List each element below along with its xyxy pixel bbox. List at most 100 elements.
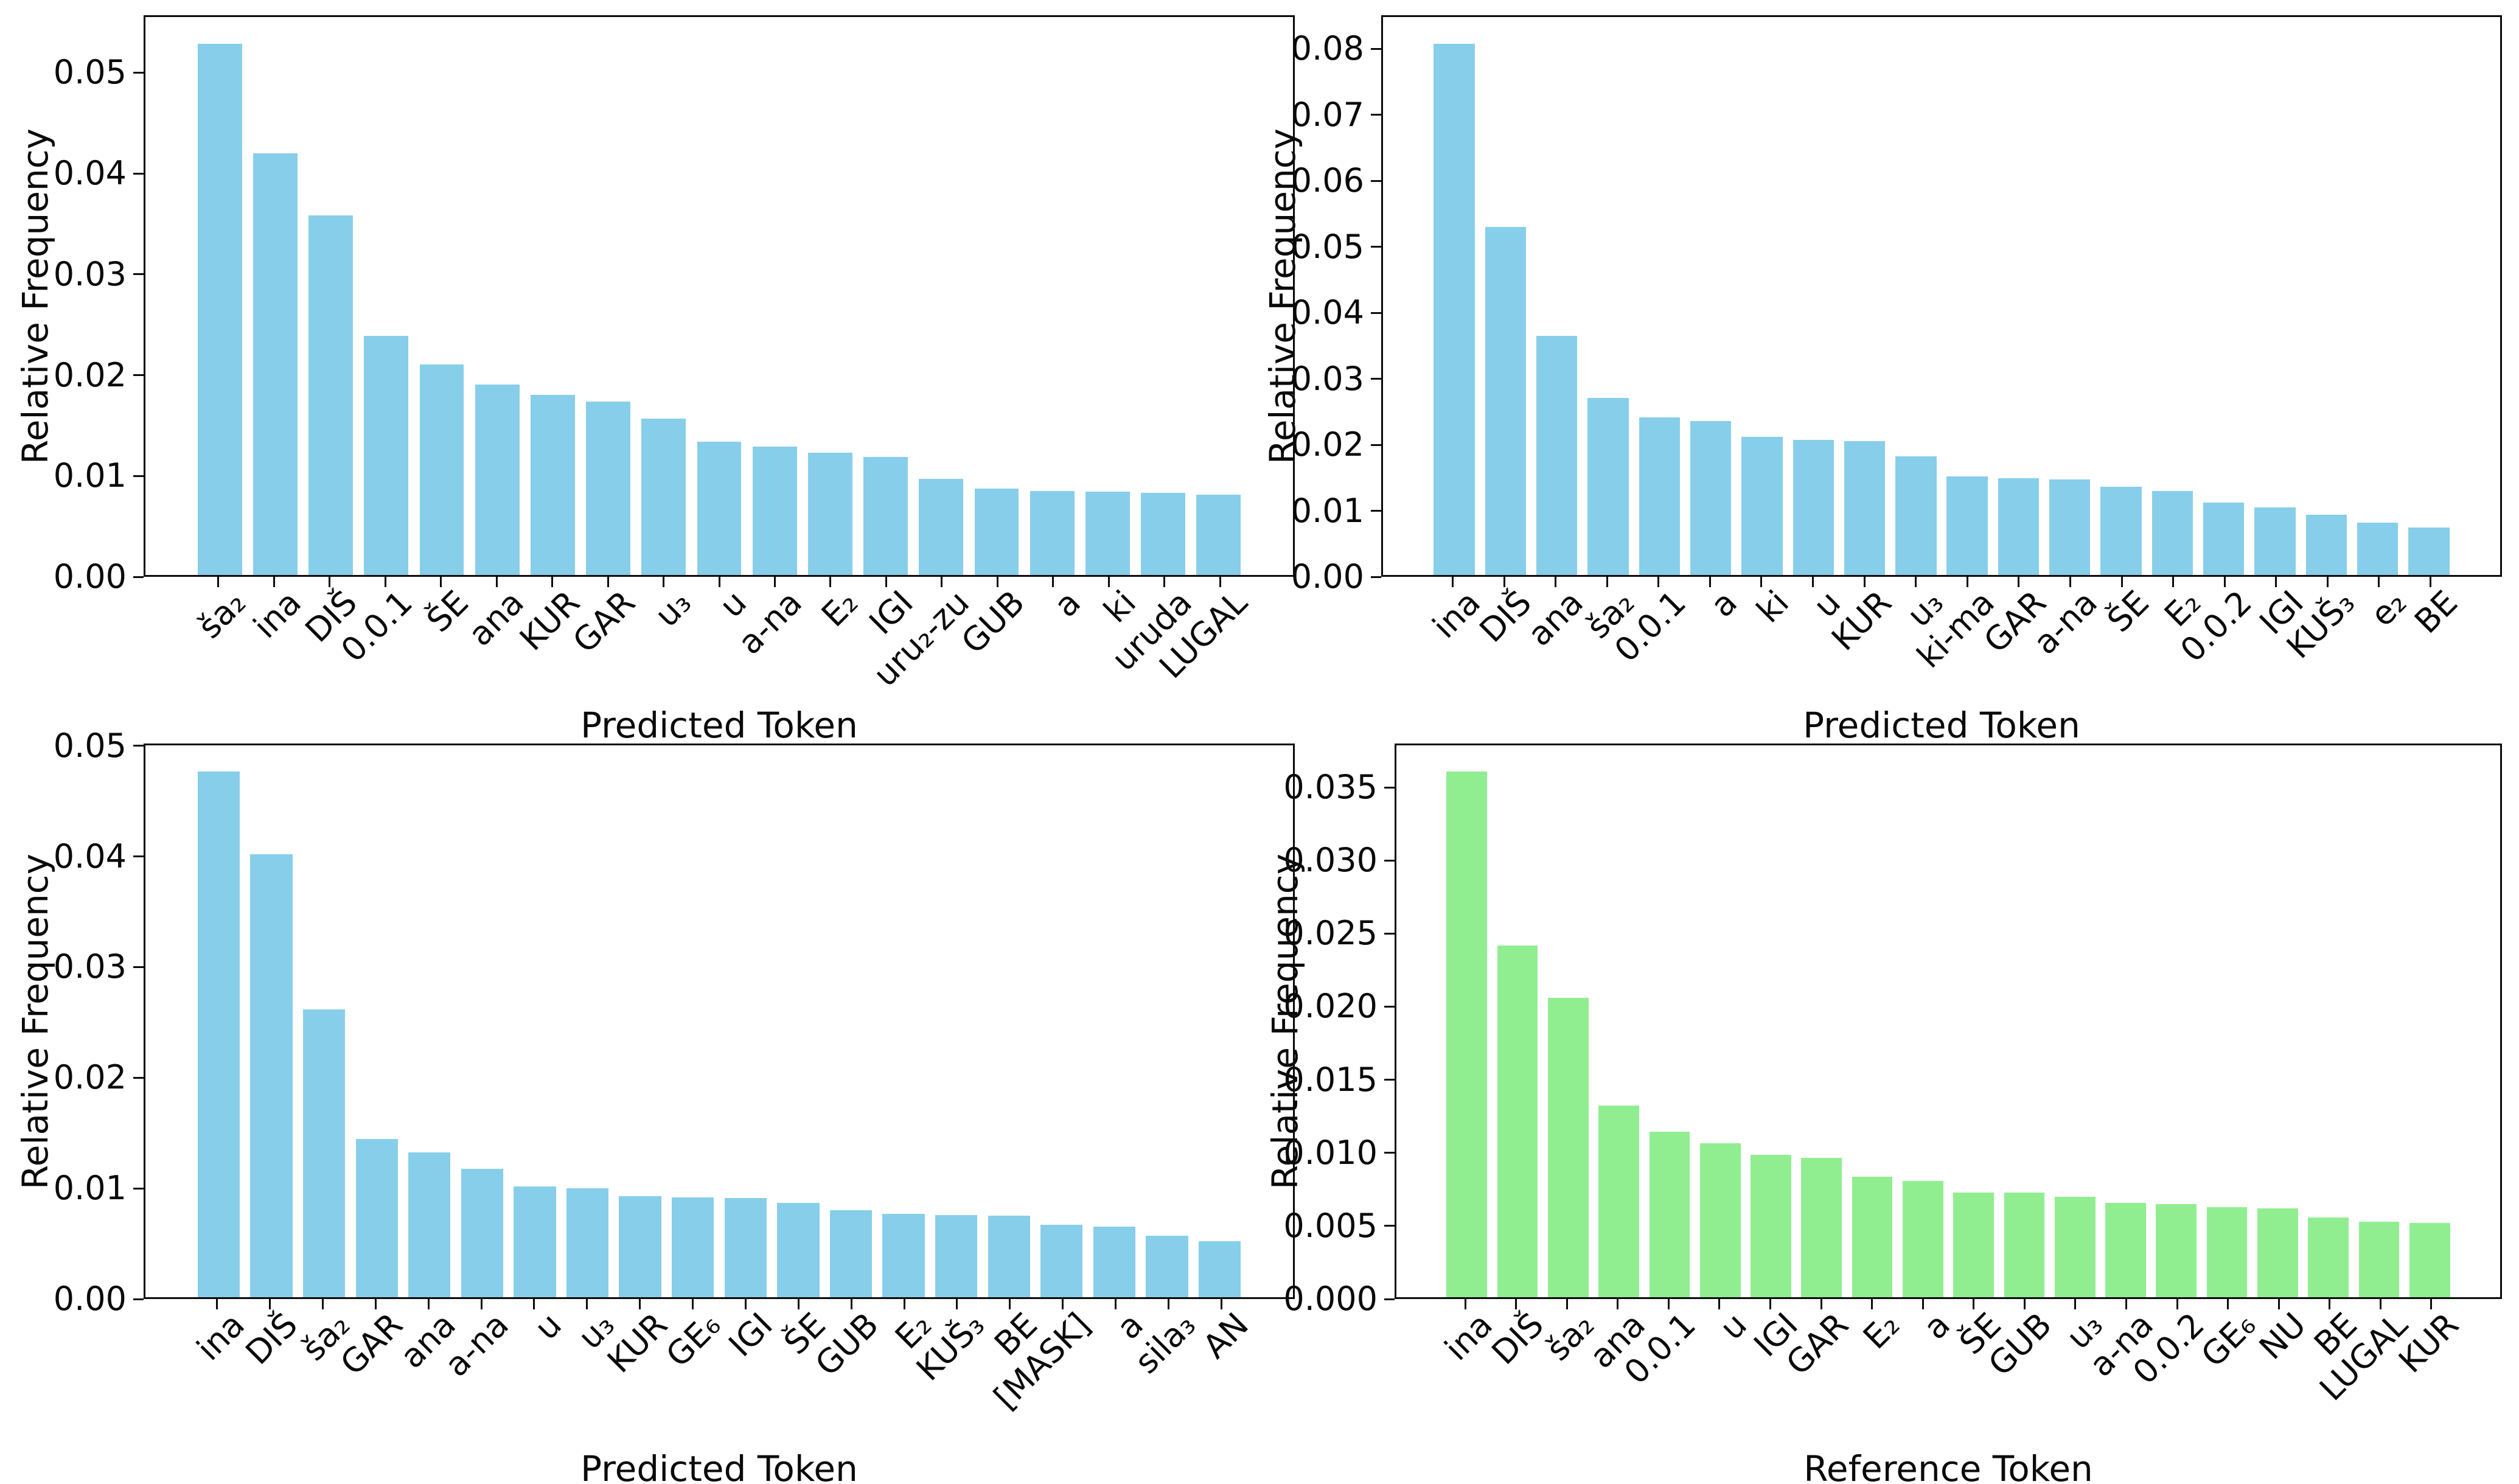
y-tick-label: 0.00: [53, 1280, 127, 1318]
bar-u: [1699, 1143, 1741, 1297]
x-tick-mark: [2227, 1299, 2229, 1309]
y-tick-mark: [1371, 576, 1381, 578]
bar-u₃: [641, 419, 686, 575]
x-tick-mark: [321, 1299, 324, 1309]
y-tick-label: 0.03: [53, 254, 127, 293]
y-tick-label: 0.04: [53, 837, 127, 876]
bar-DIŠ: [1485, 226, 1527, 575]
bar-ina: [1434, 44, 1475, 575]
y-tick-mark: [1371, 510, 1381, 512]
x-tick-mark: [480, 1299, 483, 1309]
x-tick-label: u₃: [647, 583, 699, 635]
y-tick-label: 0.03: [1291, 359, 1364, 398]
y-tick-mark: [133, 1187, 144, 1190]
x-tick-mark: [1820, 1299, 1822, 1309]
y-tick-label: 0.06: [1291, 161, 1364, 200]
bar-ina: [1446, 771, 1488, 1297]
x-tick-label: NU: [2252, 1305, 2314, 1367]
y-tick-mark: [1384, 1225, 1395, 1227]
bar-a-na: [2049, 479, 2091, 575]
x-tick-mark: [2223, 577, 2226, 587]
x-tick-mark: [941, 577, 943, 587]
bar-BE: [988, 1216, 1030, 1297]
x-tick-mark: [1052, 577, 1054, 587]
bar-ina: [197, 772, 240, 1297]
x-tick-label: u: [712, 583, 754, 625]
bar-GAR: [1801, 1157, 1842, 1297]
x-tick-mark: [2379, 1299, 2381, 1309]
bar-NU: [2257, 1208, 2298, 1297]
x-tick-mark: [217, 577, 220, 587]
bar-DIŠ: [308, 215, 354, 575]
bar-GAR: [355, 1138, 398, 1297]
y-tick-label: 0.035: [1283, 768, 1378, 807]
x-tick-label: KUR: [2391, 1305, 2466, 1381]
bar-a: [1903, 1181, 1943, 1297]
x-axis-label-bottom-left: Predicted Token: [580, 1448, 858, 1484]
x-tick-mark: [1163, 577, 1166, 587]
y-tick-mark: [133, 576, 144, 578]
x-tick-mark: [1566, 1299, 1568, 1309]
x-tick-mark: [1617, 1299, 1619, 1309]
bar-0.0.2: [2203, 503, 2245, 575]
y-tick-label: 0.03: [53, 947, 127, 986]
y-tick-mark: [133, 273, 144, 276]
x-tick-mark: [885, 577, 887, 587]
x-tick-mark: [2329, 1299, 2331, 1309]
bar-ki: [1741, 436, 1783, 575]
x-tick-mark: [2023, 1299, 2026, 1309]
x-tick-mark: [2120, 577, 2123, 587]
bar-IGI: [863, 456, 908, 575]
x-tick-label: a: [1046, 583, 1088, 625]
bar-GUB: [974, 489, 1019, 575]
x-tick-mark: [1107, 577, 1110, 587]
bar-IGI: [2254, 507, 2296, 575]
x-tick-label: KUR: [512, 583, 587, 658]
y-tick-label: 0.030: [1283, 841, 1378, 880]
x-tick-label: a: [1703, 583, 1745, 625]
plot-area-bottom-right: [1395, 744, 2502, 1299]
bar-ša₂: [302, 1009, 346, 1297]
y-tick-mark: [1384, 786, 1395, 789]
bar-a-na: [2105, 1202, 2146, 1297]
x-tick-label: GE₆: [658, 1305, 728, 1375]
y-tick-mark: [1371, 378, 1381, 380]
bar-BE: [2308, 1217, 2349, 1297]
y-axis-label-top-right: Relative Frequency: [1262, 128, 1303, 464]
x-tick-mark: [2018, 577, 2020, 587]
y-tick-mark: [133, 475, 144, 477]
y-axis-label-bottom-right: Relative Frequency: [1264, 853, 1306, 1190]
x-tick-mark: [1915, 577, 1917, 587]
x-tick-mark: [2172, 577, 2175, 587]
bar-GAR: [1998, 478, 2040, 575]
bar-GUB: [2004, 1193, 2045, 1297]
x-tick-mark: [773, 577, 776, 587]
x-tick-label: u: [527, 1305, 569, 1348]
x-tick-label: BE: [2407, 583, 2465, 641]
x-tick-mark: [533, 1299, 535, 1309]
bar-0.0.2: [2156, 1204, 2197, 1297]
x-tick-label: GUB: [954, 583, 1033, 661]
x-tick-mark: [1219, 577, 1221, 587]
x-tick-mark: [1871, 1299, 1873, 1309]
x-tick-mark: [903, 1299, 905, 1309]
x-tick-mark: [2176, 1299, 2178, 1309]
x-tick-mark: [1863, 577, 1866, 587]
y-tick-mark: [1371, 312, 1381, 314]
bar-ŠE: [419, 364, 464, 575]
y-tick-mark: [133, 1076, 144, 1079]
x-tick-mark: [551, 577, 554, 587]
x-tick-mark: [639, 1299, 641, 1309]
x-tick-label: ša₂: [190, 583, 253, 646]
x-tick-mark: [269, 1299, 271, 1309]
x-tick-mark: [718, 577, 720, 587]
y-tick-mark: [1384, 1079, 1395, 1081]
x-tick-mark: [1709, 577, 1711, 587]
bar-GE₆: [2206, 1207, 2248, 1297]
x-tick-mark: [1220, 1299, 1222, 1309]
bar-ana: [408, 1152, 451, 1297]
x-tick-mark: [2125, 1299, 2127, 1309]
x-tick-mark: [1464, 1299, 1466, 1309]
bar-a: [1030, 490, 1075, 575]
x-tick-mark: [1452, 577, 1454, 587]
